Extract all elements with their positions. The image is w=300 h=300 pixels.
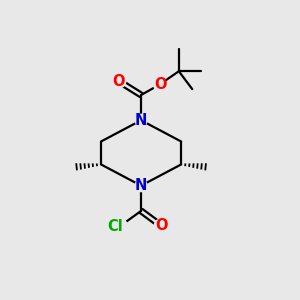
Text: O: O bbox=[112, 74, 124, 89]
Circle shape bbox=[114, 76, 126, 88]
Text: O: O bbox=[156, 218, 168, 233]
Circle shape bbox=[135, 180, 147, 192]
Text: Cl: Cl bbox=[107, 219, 123, 234]
Text: N: N bbox=[135, 113, 147, 128]
Text: O: O bbox=[155, 77, 167, 92]
Circle shape bbox=[154, 79, 166, 91]
Text: N: N bbox=[135, 178, 147, 193]
Circle shape bbox=[135, 114, 147, 126]
Circle shape bbox=[112, 219, 128, 234]
Circle shape bbox=[154, 219, 166, 231]
